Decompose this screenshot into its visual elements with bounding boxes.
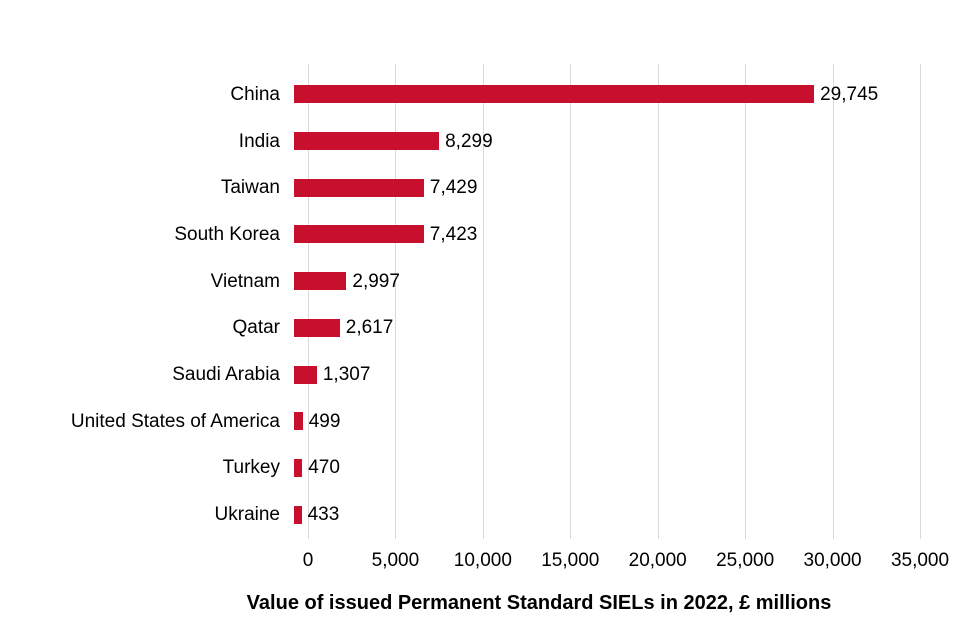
bar xyxy=(294,272,347,291)
bar-row: United States of America 499 xyxy=(0,398,960,445)
bar-row: China 29,745 xyxy=(0,71,960,118)
value-label: 29,745 xyxy=(820,83,879,105)
category-label: United States of America xyxy=(70,410,280,432)
bar xyxy=(294,132,440,151)
bar xyxy=(294,225,424,244)
bar-row: India 8,299 xyxy=(0,118,960,165)
x-tick-label: 0 xyxy=(302,550,314,571)
bar xyxy=(294,458,303,477)
gridline xyxy=(395,64,397,539)
plot-area: China 29,745 India 8,299 Taiwan 7,429 South Ko… xyxy=(0,71,960,538)
bar-track: 8,299 xyxy=(294,130,906,152)
value-label: 7,429 xyxy=(429,177,478,199)
x-tick-label: 20,000 xyxy=(628,550,687,571)
bar xyxy=(294,85,815,104)
value-label: 433 xyxy=(307,504,340,526)
bar-track: 433 xyxy=(294,504,906,526)
x-axis: 0 5,000 10,000 15,000 20,000 25,000 30,000 35,0… xyxy=(303,548,949,574)
bar-row: Vietnam 2,997 xyxy=(0,258,960,305)
x-tick-label: 10,000 xyxy=(453,550,512,571)
category-label: South Korea xyxy=(174,223,280,245)
bar-track: 7,423 xyxy=(294,223,906,245)
gridlines-layer xyxy=(308,64,921,539)
gridline xyxy=(570,64,572,539)
gridline xyxy=(832,64,834,539)
bar xyxy=(294,505,302,524)
bar-track: 499 xyxy=(294,410,906,432)
bar-row: Ukraine 433 xyxy=(0,491,960,538)
value-label: 2,617 xyxy=(345,317,394,339)
bar-track: 29,745 xyxy=(294,83,906,105)
x-tick-label: 5,000 xyxy=(371,550,420,571)
gridline xyxy=(482,64,484,539)
bar xyxy=(294,318,340,337)
bar-row: Turkey 470 xyxy=(0,445,960,492)
gridline xyxy=(745,64,747,539)
bar-row: Saudi Arabia 1,307 xyxy=(0,351,960,398)
x-tick-label: 35,000 xyxy=(890,550,950,571)
category-label: India xyxy=(238,130,280,152)
bar xyxy=(294,365,317,384)
gridline xyxy=(920,64,921,539)
category-label: Turkey xyxy=(222,457,280,479)
bar-track: 7,429 xyxy=(294,177,906,199)
x-tick-label: 30,000 xyxy=(803,550,862,571)
category-label: Vietnam xyxy=(210,270,280,292)
bar xyxy=(294,178,424,197)
value-label: 7,423 xyxy=(429,223,478,245)
bar-row: Qatar 2,617 xyxy=(0,305,960,352)
bar-row: South Korea 7,423 xyxy=(0,211,960,258)
x-axis-title: Value of issued Permanent Standard SIELs… xyxy=(246,592,832,614)
bar-track: 470 xyxy=(294,457,906,479)
bar xyxy=(294,412,303,431)
bar-row: Taiwan 7,429 xyxy=(0,164,960,211)
value-label: 2,997 xyxy=(352,270,400,292)
x-tick-label: 25,000 xyxy=(716,550,775,571)
category-label: Qatar xyxy=(232,317,280,339)
category-label: Taiwan xyxy=(220,177,280,199)
bar-track: 1,307 xyxy=(294,364,906,386)
bar-track: 2,617 xyxy=(294,317,906,339)
x-tick-label: 15,000 xyxy=(541,550,600,571)
value-label: 8,299 xyxy=(445,130,493,152)
category-label: China xyxy=(230,83,280,105)
bar-track: 2,997 xyxy=(294,270,906,292)
category-label: Saudi Arabia xyxy=(172,364,280,386)
value-label: 1,307 xyxy=(322,364,371,386)
category-label: Ukraine xyxy=(214,504,280,526)
value-label: 470 xyxy=(308,457,340,479)
gridline xyxy=(308,64,309,539)
gridline xyxy=(657,64,659,539)
value-label: 499 xyxy=(308,410,341,432)
